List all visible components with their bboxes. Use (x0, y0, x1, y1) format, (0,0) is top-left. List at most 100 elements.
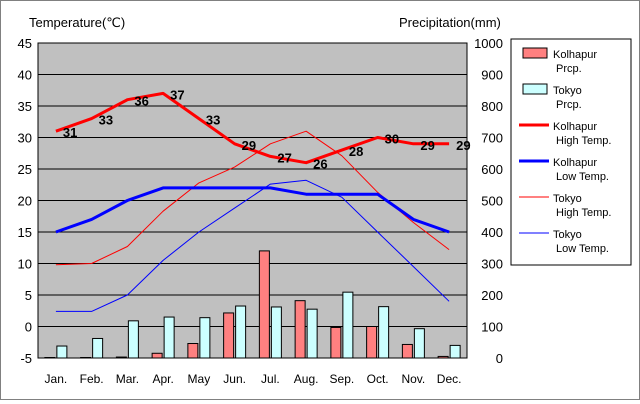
x-tick-label: Sep. (330, 372, 355, 386)
precip-bar (187, 343, 199, 359)
precip-bar (127, 320, 139, 359)
x-axis-ticks: Jan. Feb. Mar. Apr. May Jun. Jul. Aug. Sep. Oct. N… (45, 372, 462, 386)
legend-label: High Temp. (556, 207, 611, 219)
data-labels: 31 33 36 37 33 29 27 26 28 30 29 29 (63, 87, 471, 171)
right-tick-label: 300 (481, 257, 503, 272)
right-tick-label: 700 (481, 131, 503, 146)
precip-bar (44, 357, 56, 359)
precip-bar (92, 337, 104, 359)
precip-bar (306, 308, 318, 359)
data-label: 36 (134, 94, 148, 109)
right-tick-label: 900 (481, 68, 503, 83)
temperature-series-line (55, 179, 450, 312)
x-tick-label: Jun. (223, 372, 246, 386)
precip-bar (330, 326, 342, 359)
data-label: 28 (349, 144, 363, 159)
legend-label: Kolhapur (553, 121, 597, 133)
precip-bar (235, 305, 247, 359)
left-tick-label: -5 (20, 351, 32, 366)
left-tick-label: 40 (18, 68, 32, 83)
left-axis-ticks: 45 40 35 30 25 20 15 10 5 0 -5 (18, 36, 32, 366)
data-label: 29 (242, 138, 256, 153)
legend-label: Low Temp. (556, 171, 609, 183)
left-tick-label: 0 (25, 320, 32, 335)
left-tick-label: 45 (18, 36, 32, 51)
legend-label: Kolhapur (553, 49, 597, 61)
data-label: 33 (206, 113, 220, 128)
temperature-series-line (55, 91, 450, 165)
left-tick-label: 20 (18, 194, 32, 209)
data-label: 31 (63, 125, 77, 140)
x-tick-label: Nov. (401, 372, 425, 386)
precip-bar (258, 250, 270, 359)
data-label: 27 (277, 150, 291, 165)
data-label: 30 (385, 132, 399, 147)
right-tick-label: 400 (481, 225, 503, 240)
legend-swatch (522, 83, 548, 95)
legend-label: Tokyo (553, 193, 582, 205)
precip-bar (223, 312, 235, 359)
legend-label: Prcp. (556, 99, 582, 111)
precip-bar (378, 306, 390, 359)
x-tick-label: Aug. (294, 372, 319, 386)
right-tick-label: 500 (481, 194, 503, 209)
data-label: 29 (456, 138, 470, 153)
precip-bar (115, 356, 127, 359)
legend-swatch (522, 47, 548, 59)
x-tick-label: Dec. (437, 372, 462, 386)
legend-box (510, 38, 632, 266)
legend-label: Prcp. (556, 63, 582, 75)
left-tick-label: 25 (18, 162, 32, 177)
precip-bar (413, 328, 425, 359)
data-label: 33 (99, 113, 113, 128)
right-tick-label: 100 (481, 320, 503, 335)
precip-bar (56, 345, 68, 359)
left-tick-label: 10 (18, 257, 32, 272)
x-tick-label: Oct. (367, 372, 389, 386)
precip-bar (270, 306, 282, 359)
data-label: 37 (170, 87, 184, 102)
precip-bar (294, 300, 306, 359)
legend: Kolhapur Prcp. Tokyo Prcp. Kolhapur High Temp… (510, 38, 632, 266)
left-tick-label: 5 (25, 288, 32, 303)
right-axis-title: Precipitation(mm) (399, 15, 501, 30)
legend-label: Tokyo (553, 85, 582, 97)
precip-bar (401, 343, 413, 359)
precip-bar (80, 357, 92, 359)
x-tick-label: Jul. (261, 372, 280, 386)
x-tick-label: Feb. (80, 372, 104, 386)
legend-label: Kolhapur (553, 157, 597, 169)
right-tick-label: 0 (496, 351, 503, 366)
precip-bar (163, 316, 175, 359)
precip-bar (366, 326, 378, 359)
precip-bar (199, 317, 211, 359)
x-tick-label: May (188, 372, 211, 386)
legend-label: High Temp. (556, 135, 611, 147)
gridlines (38, 74, 467, 327)
precip-bar (151, 352, 163, 359)
temperature-series-line (55, 186, 450, 234)
right-tick-label: 1000 (474, 36, 503, 51)
x-tick-label: Apr. (152, 372, 173, 386)
left-tick-label: 15 (18, 225, 32, 240)
right-tick-label: 800 (481, 99, 503, 114)
left-tick-label: 30 (18, 131, 32, 146)
x-tick-label: Jan. (45, 372, 68, 386)
data-label: 26 (313, 157, 327, 172)
left-tick-label: 35 (18, 99, 32, 114)
right-tick-label: 600 (481, 162, 503, 177)
legend-label: Tokyo (553, 229, 582, 241)
x-tick-label: Mar. (116, 372, 139, 386)
left-axis-title: Temperature(℃) (29, 15, 125, 30)
precip-bar (342, 291, 354, 359)
precipitation-bars (44, 250, 461, 359)
precip-bar (449, 344, 461, 359)
right-tick-label: 200 (481, 288, 503, 303)
precip-bar (437, 355, 449, 359)
legend-label: Low Temp. (556, 243, 609, 255)
temperature-lines (55, 91, 450, 312)
data-label: 29 (420, 138, 434, 153)
